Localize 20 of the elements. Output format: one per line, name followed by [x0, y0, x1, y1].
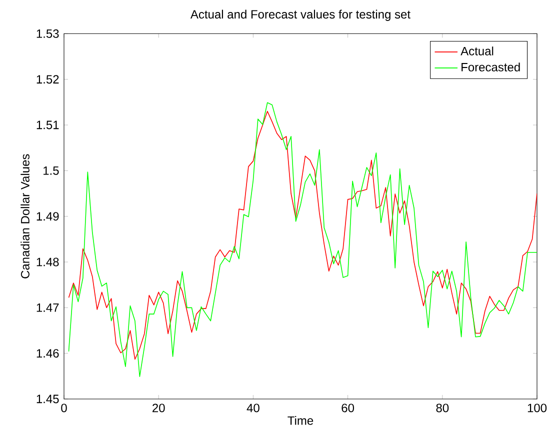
y-tick-label: 1.5 — [44, 166, 59, 175]
x-tick-label: 20 — [152, 404, 165, 412]
legend-label: Forecasted — [462, 62, 520, 72]
x-tick-label: 0 — [61, 404, 67, 412]
y-tick-label: 1.48 — [36, 258, 59, 266]
x-tick-label: 100 — [528, 404, 547, 412]
y-axis-title: Canadian Dollar Values — [20, 154, 30, 278]
x-axis-title: Time — [288, 416, 314, 425]
y-tick-label: 1.46 — [36, 349, 59, 358]
legend-label: Actual — [460, 46, 494, 56]
x-tick-label: 40 — [246, 404, 260, 412]
y-tick-label: 1.52 — [36, 75, 59, 84]
x-tick-label: 60 — [342, 404, 354, 412]
y-tick-label: 1.51 — [36, 120, 59, 130]
chart-title: Actual and Forecast values for testing set — [190, 10, 410, 21]
x-tick-label: 80 — [436, 404, 449, 412]
y-tick-label: 1.49 — [36, 212, 59, 221]
y-tick-label: 1.45 — [36, 394, 59, 404]
y-tick-label: 1.53 — [36, 29, 59, 38]
y-tick-label: 1.47 — [36, 304, 59, 312]
